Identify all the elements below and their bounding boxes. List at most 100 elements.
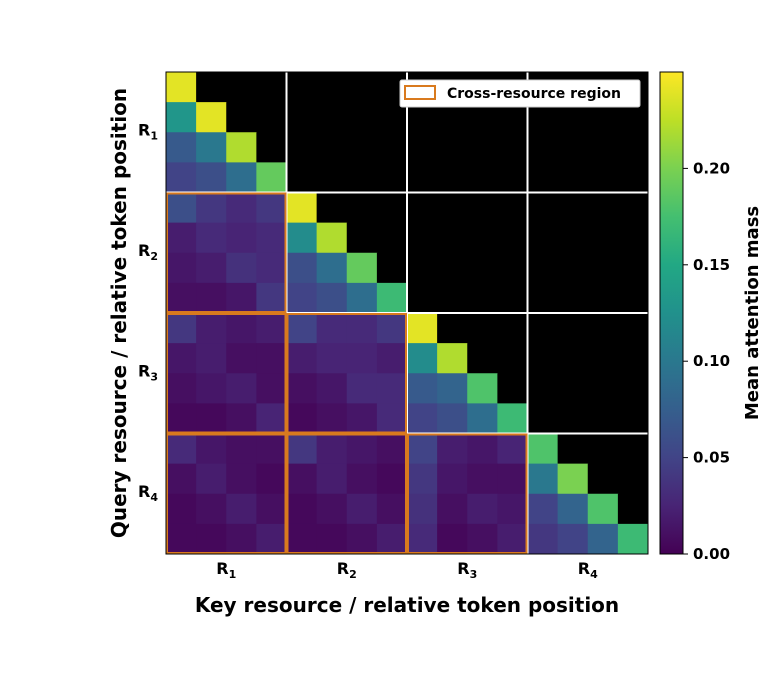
heatmap-cell <box>166 463 197 495</box>
heatmap-cell <box>497 373 528 404</box>
heatmap-cell <box>286 132 318 163</box>
heatmap-cell <box>467 132 498 163</box>
heatmap-cell <box>617 403 649 434</box>
heatmap-cell <box>527 403 559 434</box>
heatmap-cell <box>527 252 559 284</box>
heatmap-cell <box>467 463 498 495</box>
heatmap-cell <box>407 403 438 434</box>
plot-frame <box>165 71 649 555</box>
heatmap-cell <box>497 162 528 193</box>
heatmap-cell <box>346 102 378 133</box>
heatmap-cell <box>407 192 438 224</box>
heatmap-cell <box>437 192 468 224</box>
heatmap-cell <box>166 102 197 133</box>
colorbar-ticks: 0.00 0.05 0.10 0.15 0.20 <box>683 159 730 563</box>
heatmap-cell <box>527 162 559 193</box>
heatmap-cell <box>286 523 318 555</box>
heatmap-cell <box>226 72 257 103</box>
heatmap-cell <box>346 343 378 374</box>
heatmap-cell <box>437 493 468 525</box>
heatmap-cell <box>527 523 559 555</box>
heatmap-cell <box>226 523 257 555</box>
heatmap-cell <box>316 523 348 555</box>
heatmap-cell <box>286 162 318 193</box>
heatmap-cell <box>286 282 318 314</box>
heatmap-cell <box>256 192 287 224</box>
heatmap-cell <box>437 313 468 344</box>
heatmap-cell <box>376 192 408 224</box>
heatmap-cell <box>286 343 318 374</box>
heatmap-cell <box>346 403 378 434</box>
heatmap-cell <box>166 72 197 103</box>
heatmap-cell <box>497 433 528 465</box>
heatmap-cell <box>407 313 438 344</box>
heatmap-cell <box>196 313 227 344</box>
heatmap-cell <box>226 403 257 434</box>
colorbar-tick-label: 0.00 <box>693 545 730 563</box>
heatmap-cell <box>617 162 649 193</box>
heatmap-cell <box>166 373 197 404</box>
heatmap-cell <box>527 433 559 465</box>
heatmap-cell <box>256 523 287 555</box>
heatmap-cell <box>557 343 589 374</box>
heatmap-cell <box>467 222 498 254</box>
heatmap-cell <box>407 523 438 555</box>
heatmap-cell <box>226 313 257 344</box>
heatmap-cell <box>557 463 589 495</box>
heatmap-cell <box>497 282 528 314</box>
heatmap-cell <box>467 493 498 525</box>
heatmap-cell <box>617 252 649 284</box>
heatmap-cell <box>407 373 438 404</box>
heatmap-cell <box>166 313 197 344</box>
x-tick-label: R4 <box>578 559 598 581</box>
heatmap-cell <box>226 343 257 374</box>
heatmap-cell <box>557 192 589 224</box>
heatmap-cell <box>166 493 197 525</box>
heatmap-cell <box>226 132 257 163</box>
colorbar <box>659 71 684 555</box>
heatmap-cell <box>316 222 348 254</box>
heatmap-cell <box>617 373 649 404</box>
heatmap-cell <box>497 132 528 163</box>
legend-box <box>399 79 641 108</box>
heatmap-cell <box>557 493 589 525</box>
y-axis-title: Query resource / relative token position <box>107 88 131 538</box>
heatmap-cell <box>196 463 227 495</box>
heatmap-cell <box>437 373 468 404</box>
heatmap-cell <box>497 403 528 434</box>
heatmap-cell <box>467 282 498 314</box>
heatmap-cell <box>286 463 318 495</box>
heatmap-cell <box>256 373 287 404</box>
heatmap-cell <box>256 282 287 314</box>
heatmap-cell <box>316 252 348 284</box>
heatmap-cell <box>256 343 287 374</box>
heatmap-cell <box>587 192 619 224</box>
heatmap-cell <box>617 463 649 495</box>
heatmap-cell <box>316 162 348 193</box>
heatmap-cell <box>346 192 378 224</box>
heatmap-cell <box>286 102 318 133</box>
heatmap-cell <box>196 252 227 284</box>
colorbar-tick-label: 0.05 <box>693 449 730 467</box>
heatmap-cell <box>587 493 619 525</box>
heatmap-cell <box>617 433 649 465</box>
heatmap-cell <box>407 463 438 495</box>
heatmap-cell <box>407 252 438 284</box>
heatmap-cell <box>316 463 348 495</box>
heatmap-cell <box>557 433 589 465</box>
heatmap-cell <box>407 282 438 314</box>
heatmap-cell <box>256 403 287 434</box>
heatmap-cell <box>166 162 197 193</box>
heatmap-cell <box>286 222 318 254</box>
y-tick-label: R4 <box>138 482 158 504</box>
heatmap-cell <box>437 523 468 555</box>
heatmap-cell <box>407 132 438 163</box>
y-tick-label: R1 <box>138 120 158 142</box>
heatmap-cell <box>346 523 378 555</box>
heatmap-cell <box>226 252 257 284</box>
heatmap-cell <box>376 373 408 404</box>
heatmap-cell <box>196 493 227 525</box>
heatmap-cell <box>196 373 227 404</box>
heatmap-cell <box>346 252 378 284</box>
heatmap-cell <box>316 72 348 103</box>
